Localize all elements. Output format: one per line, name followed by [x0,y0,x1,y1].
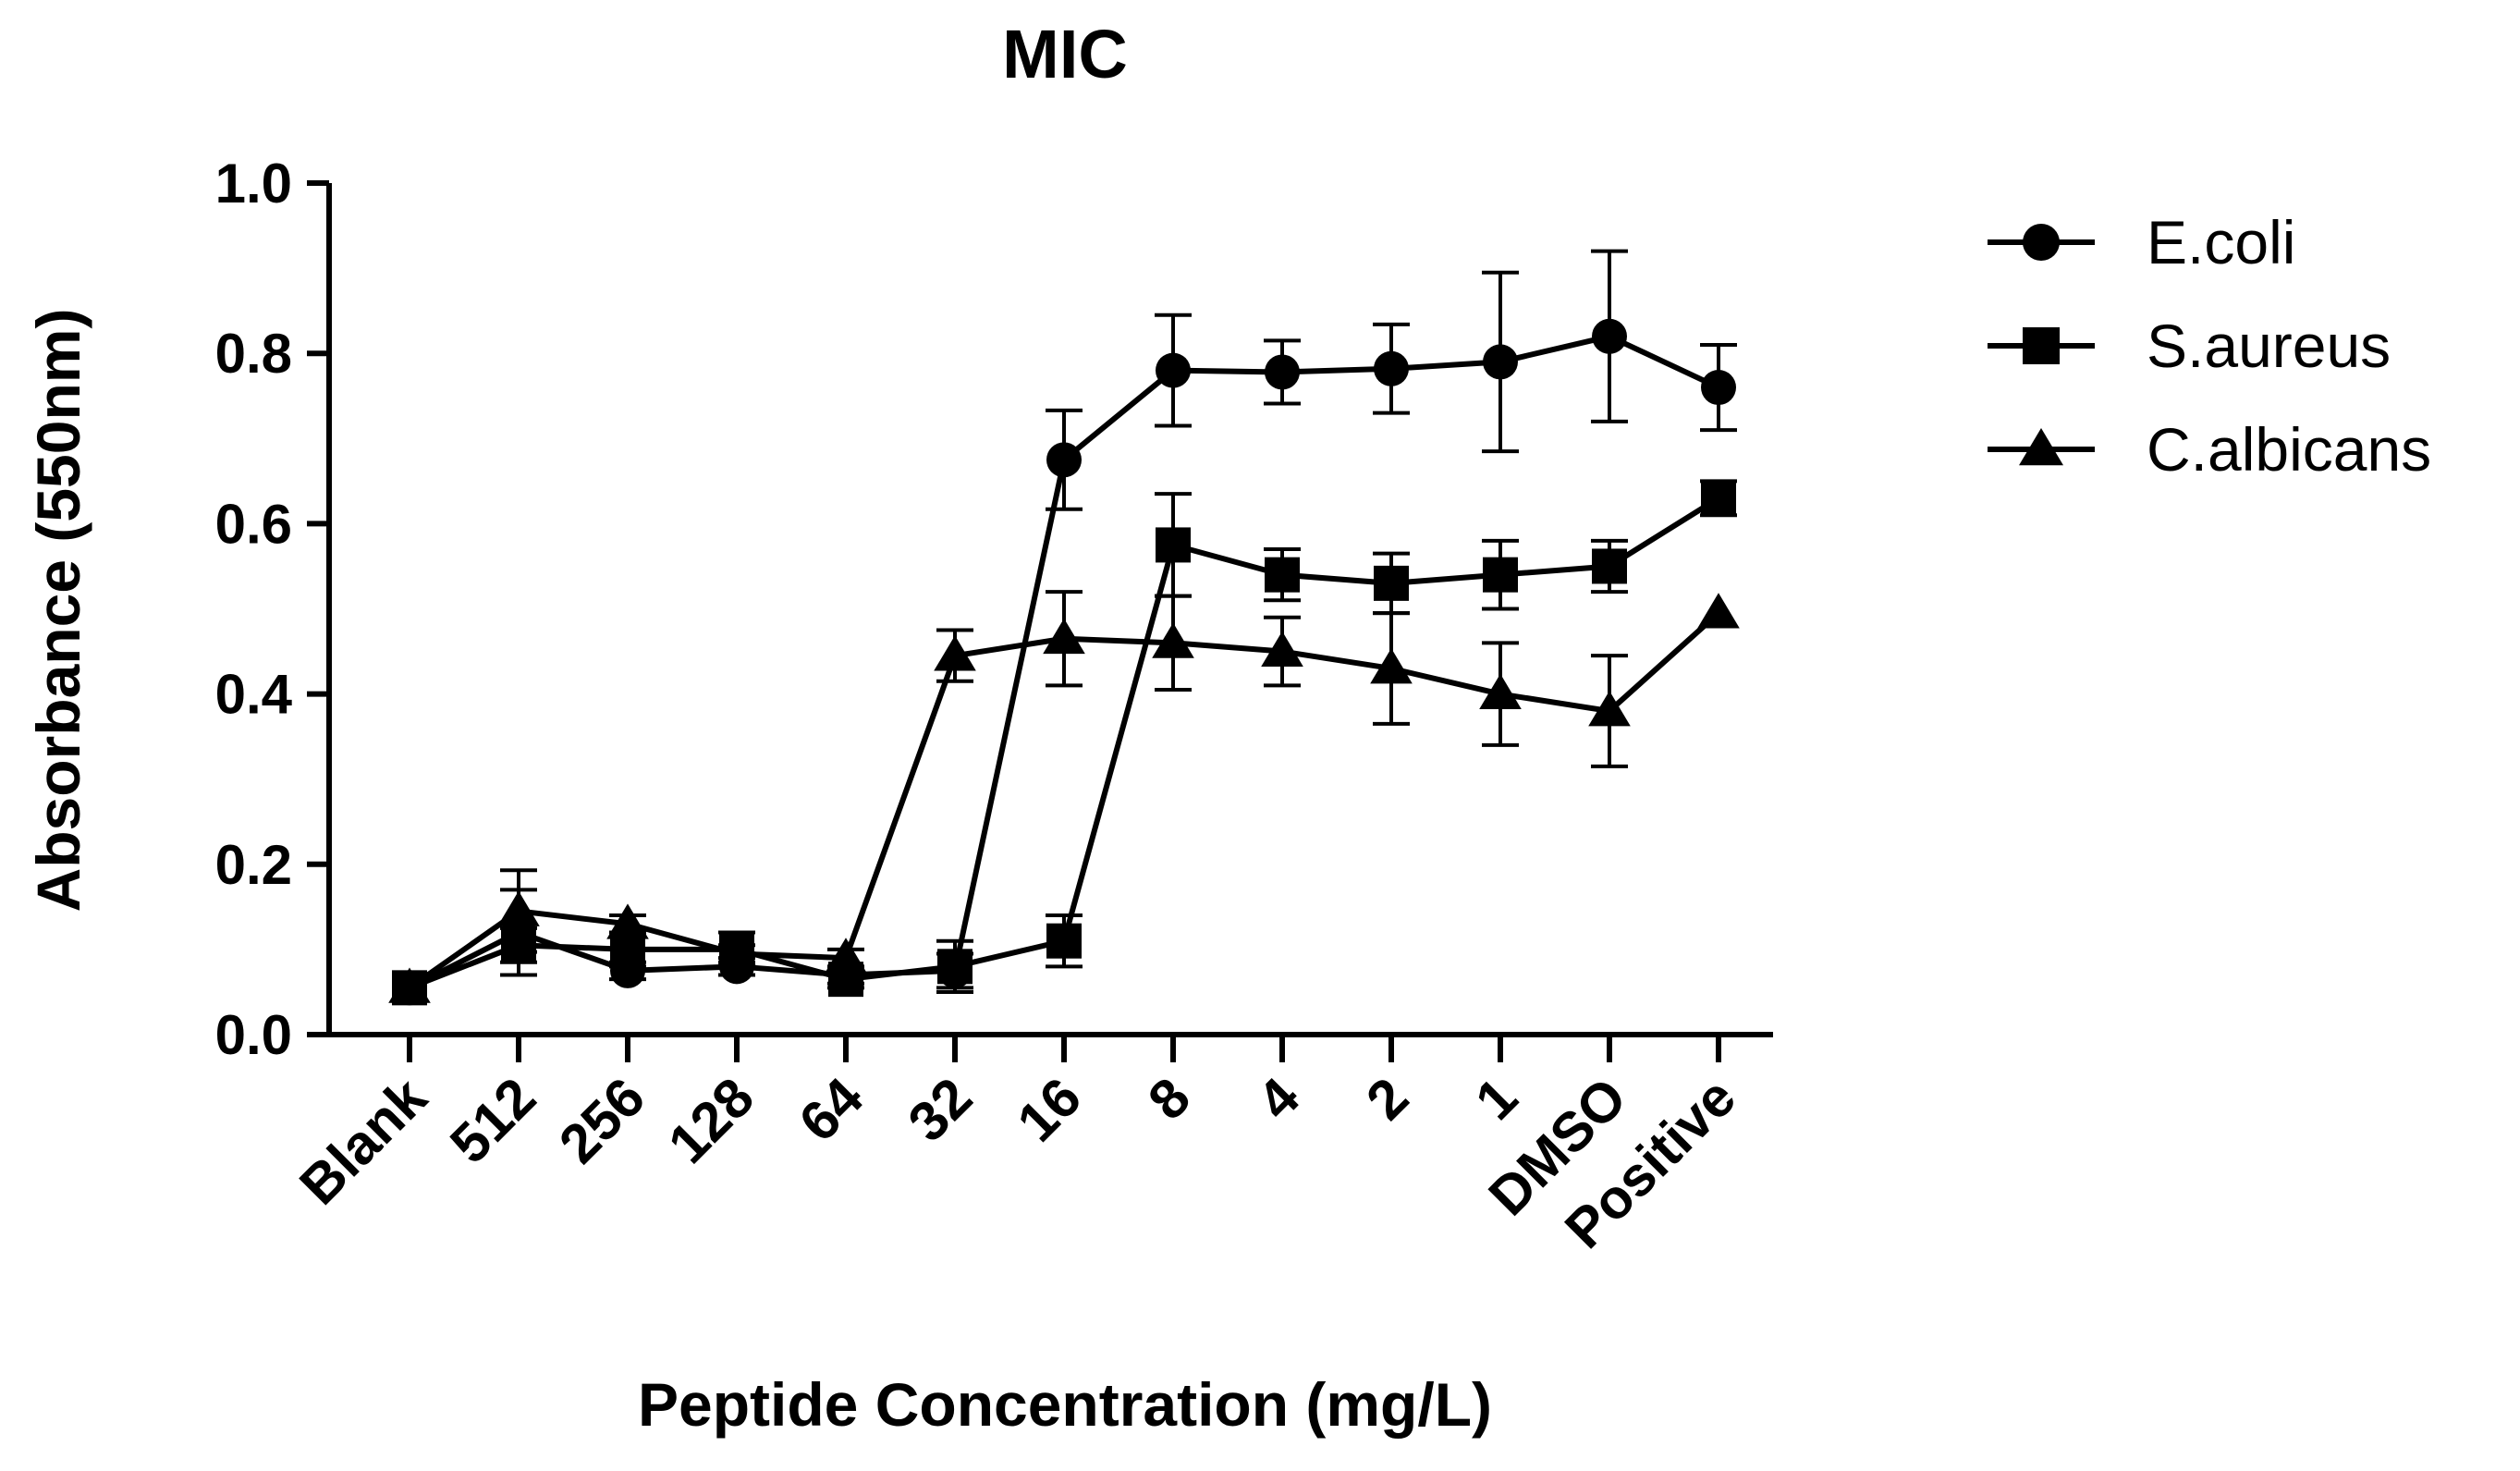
data-point [716,933,758,969]
x-tick-label: 32 [897,1066,985,1154]
legend-item: E.coli [1988,208,2295,276]
data-point [1479,673,1522,709]
data-point [937,949,973,985]
data-point [1046,923,1082,959]
data-point [934,635,976,671]
data-point [388,967,431,1003]
legend-marker-circle [2023,224,2060,261]
x-tick-label: 4 [1245,1065,1311,1131]
data-point [1592,318,1627,354]
data-point [606,903,649,939]
legend-marker-square [2023,327,2060,364]
data-point [1046,442,1082,478]
x-axis-title: Peptide Concentration (mg/L) [638,1370,1492,1439]
data-point [1156,527,1191,563]
data-point [1265,557,1300,593]
data-point [1374,565,1409,601]
legend-label: C.albicans [2147,415,2431,484]
legend: E.coli S.aureus C.albicans [1988,208,2431,484]
data-point [1370,648,1413,684]
data-point [1483,344,1518,380]
x-tick-label: 512 [438,1066,547,1175]
data-point [1374,350,1409,386]
legend-marker-triangle [2019,428,2063,466]
data-point [1156,352,1191,388]
chart-title: MIC [1002,16,1128,92]
x-tick-label: 16 [1006,1066,1094,1154]
x-tick-label: 64 [788,1065,875,1153]
data-point [1697,593,1740,629]
x-tick-label: Blank [287,1065,438,1216]
series-s-aureus [392,479,1737,1006]
plot-area: 0.0 0.2 0.4 0.6 0.8 1.0 Blank 512 256 128 64 32 16 8 4… [215,153,1773,1260]
x-tick-label: 2 [1354,1066,1420,1132]
x-tick-label: 1 [1463,1066,1529,1132]
y-axis-title: Absorbance (550nm) [24,309,92,913]
series-c-albicans [388,590,1740,1003]
x-tick-label: 256 [547,1066,656,1175]
data-point [825,938,867,974]
x-tick-label: 128 [656,1066,765,1175]
y-tick-label: 0.0 [215,1004,292,1066]
legend-item: C.albicans [1988,415,2431,484]
data-point [1592,548,1627,584]
y-tick-label: 0.8 [215,323,292,385]
legend-label: E.coli [2147,208,2295,276]
data-point [497,890,540,926]
legend-item: S.aureus [1988,312,2391,380]
y-tick-label: 0.2 [215,834,292,896]
y-tick-label: 0.4 [215,664,293,726]
data-point [1152,622,1194,658]
data-point [1701,480,1736,516]
data-point [1701,370,1736,406]
data-point [1265,354,1300,390]
y-tick-label: 1.0 [215,153,292,215]
x-tick-label: 8 [1136,1066,1202,1132]
data-point [1483,557,1518,593]
data-point [1588,691,1631,727]
data-point [1261,631,1303,667]
data-point [1043,618,1085,655]
legend-label: S.aureus [2147,312,2391,380]
y-tick-label: 0.6 [215,493,292,555]
